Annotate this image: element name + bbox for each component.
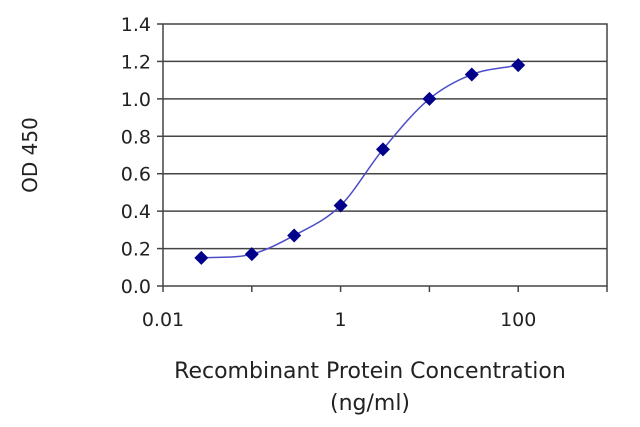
data-points (194, 58, 526, 265)
y-tick-label: 0.8 (121, 126, 151, 148)
y-tick-label: 1.2 (121, 51, 151, 73)
data-point (194, 250, 209, 265)
x-axis-title-unit: (ng/ml) (330, 391, 410, 416)
y-tick-label: 1.0 (121, 89, 151, 111)
y-tick-label: 0.4 (121, 201, 151, 223)
data-point (422, 91, 437, 106)
data-point (511, 58, 526, 73)
axis-ticks (157, 23, 608, 292)
data-point (244, 247, 259, 262)
x-tick-label: 100 (500, 309, 536, 331)
y-tick-label: 1.4 (121, 14, 151, 36)
y-tick-label: 0.0 (121, 276, 151, 298)
fit-curve (201, 64, 519, 259)
y-tick-labels: 0.0 0.2 0.4 0.6 0.8 1.0 1.2 1.4 (121, 14, 151, 298)
x-axis-title: Recombinant Protein Concentration (174, 359, 566, 384)
data-point (375, 142, 390, 157)
y-axis-title: OD 450 (18, 117, 42, 193)
x-tick-labels: 0.01 1 100 (142, 309, 536, 331)
data-point (333, 198, 348, 213)
y-tick-label: 0.2 (121, 239, 151, 261)
plot-area-frame (162, 23, 608, 287)
data-point (464, 67, 479, 82)
x-tick-label: 0.01 (142, 309, 184, 331)
data-point (287, 228, 302, 243)
gridlines (163, 60, 607, 250)
x-tick-label: 1 (335, 309, 347, 331)
y-tick-label: 0.6 (121, 164, 151, 186)
